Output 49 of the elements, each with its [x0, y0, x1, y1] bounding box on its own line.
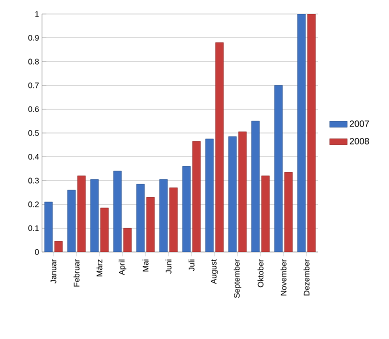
x-tick-label: Oktober: [258, 259, 264, 288]
y-tick-label: 0.4: [28, 154, 39, 160]
bar: [67, 190, 76, 252]
y-tick-label: 0: [35, 249, 39, 255]
bar: [100, 208, 109, 252]
legend-label: 2007: [350, 120, 369, 127]
y-tick-label: 0.8: [28, 58, 39, 64]
y-tick-label: 1: [35, 11, 39, 17]
legend-label: 2008: [350, 138, 369, 144]
y-tick-label: 0.5: [28, 130, 39, 136]
x-tick-label: September: [234, 259, 242, 298]
x-tick-label: Juli: [188, 260, 194, 271]
bar: [192, 141, 201, 252]
x-tick-label: November: [280, 259, 286, 296]
x-tick-label: Januar: [50, 259, 56, 284]
bar: [136, 184, 145, 252]
y-tick-label: 0.9: [28, 34, 39, 41]
bar: [205, 138, 214, 252]
x-tick-label: März: [96, 260, 102, 276]
y-tick-label: 0.2: [28, 202, 39, 208]
bar: [113, 170, 122, 252]
bar: [44, 202, 53, 252]
bar: [261, 176, 270, 252]
y-tick-label: 0.6: [28, 106, 39, 112]
bar: [54, 241, 63, 252]
y-tick-label: 0.7: [28, 82, 39, 88]
bar: [77, 176, 86, 252]
bar: [169, 188, 178, 252]
x-tick-label: April: [118, 260, 126, 276]
bar: [90, 179, 99, 252]
bar: [146, 197, 155, 252]
bar: [307, 14, 316, 252]
bar: [238, 132, 247, 252]
x-tick-label: Juni: [166, 260, 172, 274]
bar: [297, 14, 306, 252]
y-tick-label: 0.1: [28, 225, 39, 232]
x-tick-label: Mai: [142, 260, 148, 272]
x-tick-label: Februar: [74, 259, 80, 286]
bar: [182, 166, 191, 252]
bar: [228, 136, 237, 252]
y-tick-label: 0.3: [28, 178, 39, 184]
bar: [251, 120, 260, 252]
bar: [215, 42, 224, 252]
x-tick-label: August: [210, 259, 218, 284]
bar: [284, 172, 293, 252]
bar: [123, 228, 132, 252]
x-tick-label: Dezember: [304, 259, 310, 296]
bar: [274, 85, 283, 252]
bar: [159, 179, 168, 252]
